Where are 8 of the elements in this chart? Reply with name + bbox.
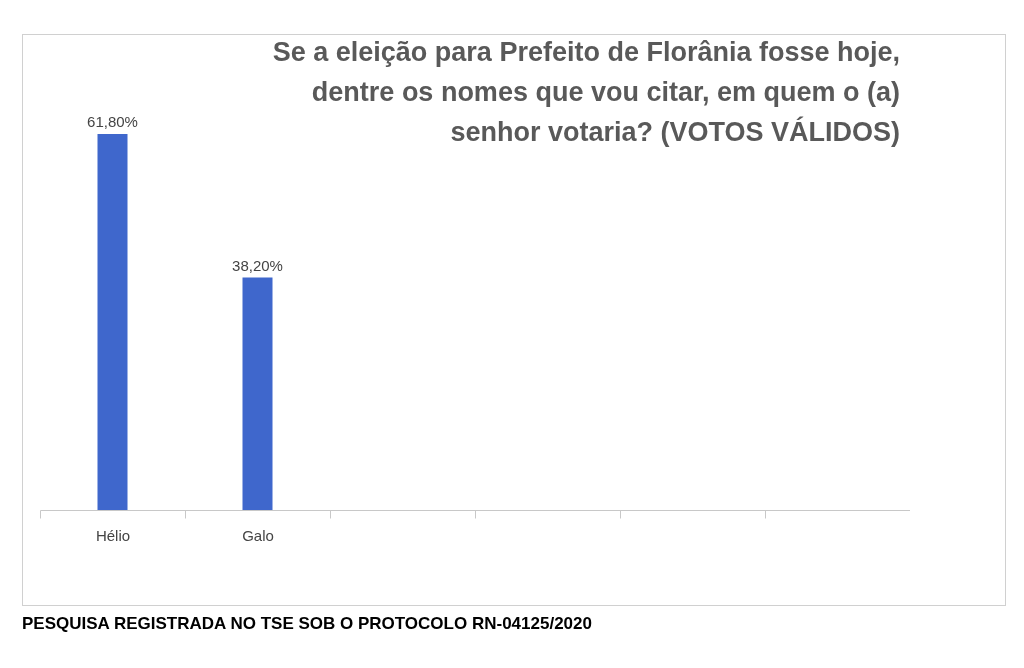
text: Se a eleição para Prefeito de Florânia fosse hoje, <box>272 37 900 67</box>
data-label: 38,20% <box>232 256 283 274</box>
text: PESQUISA REGISTRADA NO TSE SOB O PROTOCOLO RN-04125/2020 <box>22 614 592 634</box>
data-label: 61,80% <box>87 113 138 130</box>
text: dentre os nomes que vou citar, em quem o (a) <box>311 77 900 107</box>
x-tick-label: Hélio <box>95 526 131 544</box>
x-tick-label: Galo <box>242 526 274 544</box>
text: senhor votaria? (VOTOS VÁLIDOS) <box>450 117 900 147</box>
